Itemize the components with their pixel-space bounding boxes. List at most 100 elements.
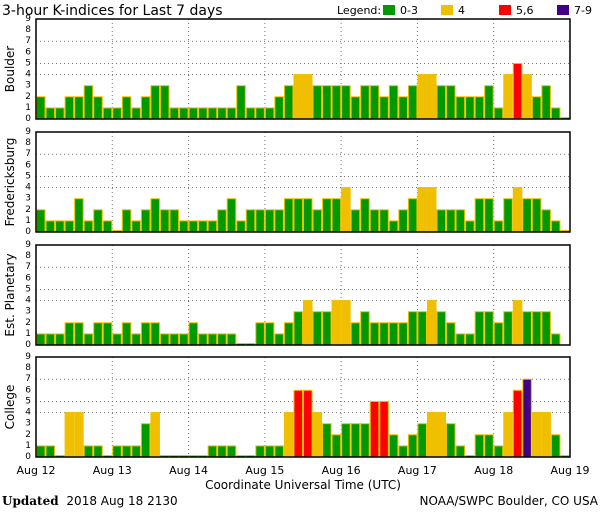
k-index-bar bbox=[36, 445, 46, 458]
y-tick-label: 9 bbox=[25, 240, 31, 250]
k-index-bar bbox=[369, 400, 380, 458]
k-index-bar bbox=[512, 389, 523, 458]
x-axis-label: Coordinate Universal Time (UTC) bbox=[205, 478, 401, 492]
station-label: College bbox=[3, 385, 17, 430]
k-index-bar bbox=[64, 96, 75, 120]
footer-credit: NOAA/SWPC Boulder, CO USA bbox=[420, 494, 599, 508]
k-index-bar bbox=[388, 85, 399, 120]
k-index-bar bbox=[236, 85, 246, 120]
k-index-bar bbox=[550, 333, 561, 346]
y-tick-label: 3 bbox=[25, 307, 31, 317]
k-index-bar bbox=[531, 198, 542, 233]
k-index-bar bbox=[293, 311, 304, 346]
k-index-bar bbox=[407, 85, 418, 120]
k-index-bar bbox=[522, 311, 532, 346]
k-index-bar bbox=[93, 445, 103, 458]
k-index-bar bbox=[274, 96, 284, 120]
k-index-bar bbox=[407, 198, 418, 233]
k-index-bar bbox=[207, 445, 218, 458]
y-tick-label: 9 bbox=[25, 14, 31, 24]
k-index-bar bbox=[493, 220, 504, 233]
k-index-bar bbox=[188, 107, 199, 120]
k-index-bar bbox=[474, 198, 485, 233]
k-index-bar bbox=[179, 333, 189, 346]
k-index-bar bbox=[169, 209, 180, 233]
k-index-bar bbox=[522, 74, 532, 120]
k-index-bar bbox=[331, 198, 342, 233]
k-index-bar bbox=[303, 389, 313, 458]
y-tick-label: 2 bbox=[25, 92, 31, 102]
y-tick-label: 7 bbox=[25, 149, 31, 159]
k-index-bar bbox=[36, 209, 46, 233]
k-index-bar bbox=[283, 412, 294, 458]
chart-title: 3-hour K-indices for Last 7 days bbox=[2, 3, 223, 19]
k-index-bar bbox=[455, 333, 466, 346]
k-index-bar bbox=[541, 412, 551, 458]
y-tick-label: 0 bbox=[25, 452, 31, 462]
k-index-bar bbox=[512, 62, 523, 120]
k-index-bar bbox=[198, 107, 208, 120]
y-tick-label: 9 bbox=[25, 352, 31, 362]
k-index-bar bbox=[436, 412, 447, 458]
y-tick-label: 4 bbox=[25, 408, 31, 418]
k-index-bar bbox=[45, 445, 56, 458]
station-label: Boulder bbox=[3, 46, 17, 93]
k-index-bar bbox=[341, 423, 351, 458]
y-tick-label: 1 bbox=[25, 441, 31, 451]
k-index-bar bbox=[102, 107, 113, 120]
k-index-bar bbox=[493, 445, 504, 458]
k-index-bar bbox=[360, 423, 370, 458]
k-index-bar bbox=[131, 220, 141, 233]
y-tick-label: 1 bbox=[25, 103, 31, 113]
k-index-bar bbox=[217, 445, 227, 458]
k-index-bar bbox=[322, 198, 332, 233]
k-index-bar bbox=[303, 74, 313, 120]
k-index-bar bbox=[64, 220, 75, 233]
k-index-bar bbox=[226, 333, 237, 346]
k-index-bar bbox=[264, 107, 275, 120]
plot-frame bbox=[35, 356, 571, 458]
k-index-bar bbox=[74, 412, 84, 458]
k-index-bar bbox=[503, 311, 513, 346]
k-index-bar bbox=[283, 85, 294, 120]
k-index-bar bbox=[455, 96, 466, 120]
k-index-bar bbox=[312, 412, 323, 458]
k-index-bar bbox=[436, 311, 447, 346]
k-index-bar bbox=[312, 311, 323, 346]
legend-entry: 0-3 bbox=[400, 4, 418, 17]
k-index-bar bbox=[446, 322, 456, 346]
k-index-bar bbox=[379, 96, 389, 120]
k-index-bar bbox=[159, 209, 170, 233]
k-index-bar bbox=[179, 220, 189, 233]
k-index-bar bbox=[331, 434, 342, 458]
legend-swatch bbox=[499, 5, 511, 15]
k-index-bar bbox=[465, 333, 475, 346]
k-index-bar bbox=[169, 107, 180, 120]
y-tick-label: 8 bbox=[25, 363, 31, 373]
k-index-bar bbox=[112, 107, 122, 120]
k-index-bar bbox=[341, 187, 351, 233]
k-index-bar bbox=[102, 322, 113, 346]
k-index-bar bbox=[226, 445, 237, 458]
k-index-bar bbox=[331, 85, 342, 120]
k-index-bar bbox=[217, 333, 227, 346]
k-index-bar bbox=[369, 209, 380, 233]
k-index-bar bbox=[455, 209, 466, 233]
k-index-bar bbox=[379, 400, 389, 458]
k-index-bar bbox=[159, 333, 170, 346]
k-index-bar bbox=[140, 423, 151, 458]
k-index-bar bbox=[503, 412, 513, 458]
k-index-bar bbox=[264, 322, 275, 346]
x-tick-label: Aug 12 bbox=[17, 464, 56, 477]
k-index-bar bbox=[131, 107, 141, 120]
k-index-bar bbox=[188, 322, 199, 346]
k-index-bar bbox=[426, 187, 437, 233]
updated-label: Updated bbox=[2, 494, 59, 508]
x-tick-label: Aug 18 bbox=[474, 464, 513, 477]
k-index-bar bbox=[112, 445, 122, 458]
k-index-bar bbox=[55, 333, 65, 346]
y-tick-label: 0 bbox=[25, 114, 31, 124]
footer-updated: Updated 2018 Aug 18 2130 bbox=[2, 494, 178, 508]
